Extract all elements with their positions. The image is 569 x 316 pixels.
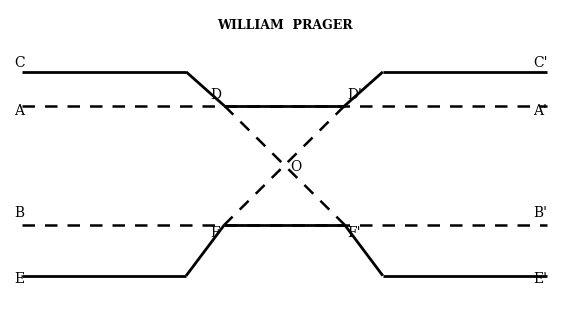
Text: F': F' <box>347 226 361 240</box>
Text: B: B <box>14 206 24 220</box>
Text: D': D' <box>347 88 362 102</box>
Text: B': B' <box>533 206 547 220</box>
Text: F: F <box>211 226 220 240</box>
Text: A: A <box>14 104 24 118</box>
Text: C': C' <box>533 56 547 70</box>
Text: E: E <box>14 272 24 286</box>
Text: E': E' <box>533 272 547 286</box>
Text: WILLIAM  PRAGER: WILLIAM PRAGER <box>217 19 352 32</box>
Text: O: O <box>290 160 301 174</box>
Text: C: C <box>14 56 24 70</box>
Text: D: D <box>211 88 222 102</box>
Text: A': A' <box>533 104 547 118</box>
